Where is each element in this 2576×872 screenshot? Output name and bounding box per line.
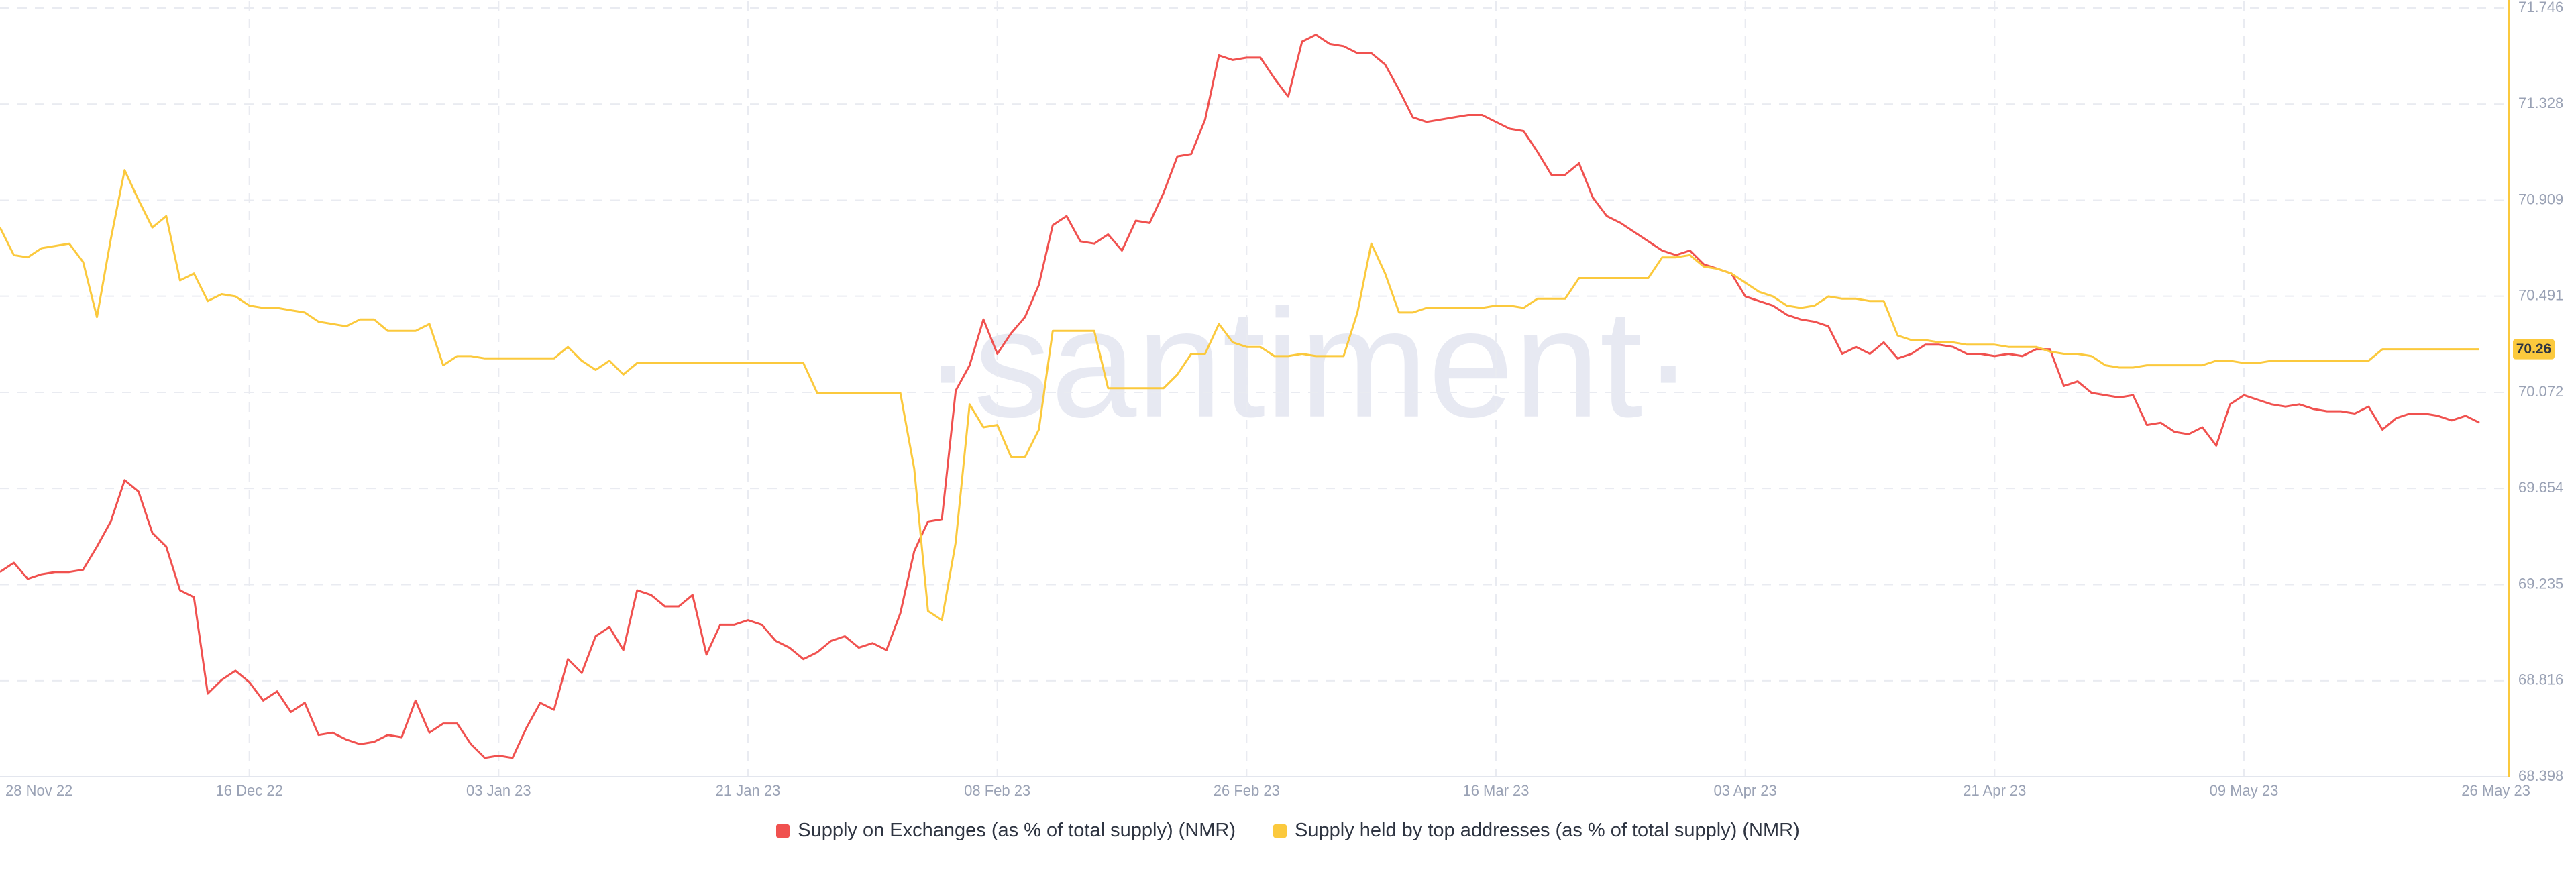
y-tick-label: 68.398 [2518, 767, 2563, 784]
y-tick-label: 71.746 [2518, 0, 2563, 15]
x-tick-label: 16 Mar 23 [1462, 782, 1529, 799]
y-tick-label: 71.328 [2518, 95, 2563, 111]
legend: Supply on Exchanges (as % of total suppl… [0, 820, 2576, 842]
legend-item[interactable]: Supply on Exchanges (as % of total suppl… [776, 820, 1236, 842]
x-tick-label: 09 May 23 [2210, 782, 2279, 799]
x-tick-label: 03 Apr 23 [1714, 782, 1777, 799]
value-label-bg [2513, 339, 2555, 360]
legend-item[interactable]: Supply held by top addresses (as % of to… [1273, 820, 1800, 842]
x-tick-label: 26 May 23 [2461, 782, 2530, 799]
x-tick-label: 28 Nov 22 [5, 782, 72, 799]
y-tick-label: 69.235 [2518, 575, 2563, 592]
series-line [0, 169, 2479, 622]
x-tick-label: 26 Feb 23 [1214, 782, 1280, 799]
legend-swatch [1273, 824, 1287, 838]
y-tick-label: 69.654 [2518, 479, 2563, 496]
y-tick-label: 70.909 [2518, 190, 2563, 207]
x-tick-label: 08 Feb 23 [964, 782, 1030, 799]
series-line [0, 34, 2480, 759]
value-label: 70.26 [2516, 341, 2552, 357]
chart: ·santiment· 68.398 68.816 69.235 69.654 70.07… [0, 0, 2563, 799]
watermark: ·santiment· [922, 277, 1694, 449]
x-tick-label: 03 Jan 23 [466, 782, 531, 799]
x-tick-label: 16 Dec 22 [216, 782, 283, 799]
legend-label: Supply held by top addresses (as % of to… [1295, 820, 1800, 841]
x-tick-label: 21 Jan 23 [716, 782, 781, 799]
y-tick-label: 70.491 [2518, 286, 2563, 303]
x-tick-label: 21 Apr 23 [1963, 782, 2026, 799]
legend-label: Supply on Exchanges (as % of total suppl… [798, 820, 1236, 841]
y-tick-label: 70.072 [2518, 383, 2563, 400]
legend-swatch [776, 824, 790, 838]
y-tick-label: 68.816 [2518, 671, 2563, 688]
